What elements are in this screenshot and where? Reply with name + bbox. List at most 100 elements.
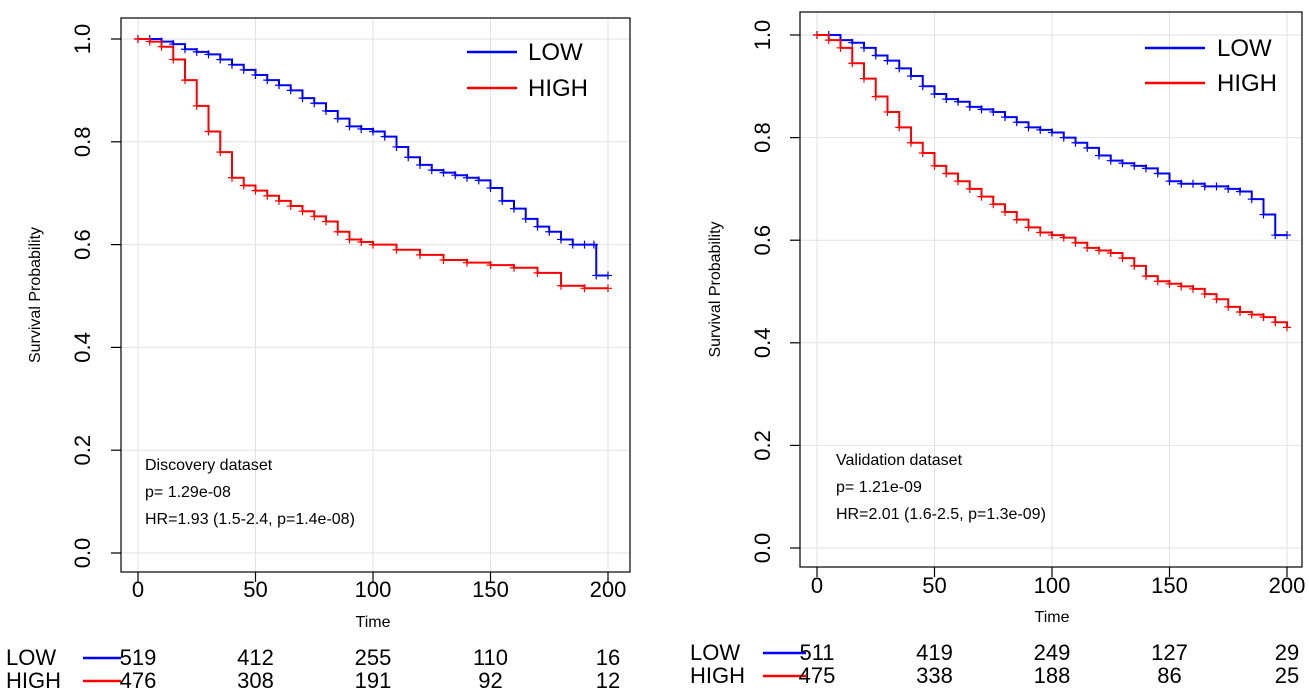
censor-mark (1189, 284, 1197, 293)
x-tick-label: 0 (811, 573, 823, 598)
risk-count: 511 (799, 640, 834, 665)
x-axis-label: Time (1035, 609, 1070, 626)
censor-mark (380, 132, 389, 141)
risk-count: 29 (1275, 640, 1299, 665)
censor-mark (1095, 151, 1103, 160)
censor-mark (251, 70, 260, 79)
censor-mark (333, 114, 342, 123)
censor-mark (192, 47, 201, 56)
censor-mark (322, 217, 330, 226)
censor-mark (965, 102, 974, 111)
legend-label-high: HIGH (528, 75, 588, 102)
censor-mark (510, 204, 518, 213)
censor-mark (1118, 254, 1127, 263)
censor-mark (1071, 238, 1080, 247)
risk-row-label-low: LOW (6, 645, 56, 670)
censor-mark (357, 238, 366, 247)
censor-mark (1177, 179, 1186, 188)
censor-mark (1259, 313, 1268, 322)
censor-mark (1024, 123, 1033, 132)
censor-mark (357, 124, 366, 133)
x-axis-label: Time (356, 614, 391, 631)
censor-mark (989, 200, 998, 209)
censor-mark (251, 186, 260, 195)
y-tick-label: 0.2 (70, 435, 95, 466)
censor-mark (557, 235, 565, 244)
censor-mark (286, 202, 295, 211)
censor-mark (1153, 169, 1162, 178)
risk-count: 127 (1151, 640, 1188, 665)
risk-count: 475 (799, 663, 836, 688)
y-tick-label: 0.4 (750, 328, 775, 359)
censor-mark (1024, 223, 1033, 232)
annotation-text: Discovery dataset (145, 457, 273, 474)
censor-mark (216, 55, 225, 64)
censor-mark (404, 153, 413, 162)
annotation-text: p= 1.21e-09 (836, 479, 922, 496)
y-tick-label: 1.0 (70, 24, 95, 55)
censor-mark (1059, 233, 1068, 242)
censor-mark (451, 171, 460, 180)
x-tick-label: 50 (922, 573, 946, 598)
censor-mark (580, 240, 589, 249)
censor-mark (848, 38, 857, 47)
censor-mark (977, 105, 986, 114)
x-tick-label: 100 (355, 577, 392, 602)
risk-count: 86 (1157, 663, 1181, 688)
censor-mark (1212, 182, 1221, 191)
censor-mark (204, 50, 213, 59)
plot-frame (799, 11, 1303, 568)
censor-mark (1236, 187, 1244, 196)
censor-mark (498, 196, 507, 205)
censor-mark (1048, 128, 1056, 137)
risk-count: 25 (1275, 663, 1299, 688)
censor-mark (860, 43, 868, 52)
x-tick-label: 150 (472, 577, 509, 602)
censor-mark (275, 81, 283, 90)
y-tick-label: 0.2 (750, 430, 775, 461)
censor-mark (824, 36, 833, 45)
censor-mark (557, 281, 565, 290)
censor-mark (169, 55, 178, 64)
censor-mark (181, 45, 189, 54)
censor-mark (871, 92, 880, 101)
censor-mark (1083, 143, 1092, 152)
censor-mark (1130, 261, 1139, 270)
censor-mark (463, 258, 471, 267)
censor-mark (977, 192, 986, 201)
censor-mark (427, 166, 436, 175)
risk-count: 249 (1034, 640, 1071, 665)
censor-mark (181, 76, 189, 85)
censor-mark (345, 122, 354, 131)
censor-mark (322, 106, 330, 115)
censor-mark (521, 214, 530, 223)
risk-count: 191 (355, 668, 392, 693)
censor-mark (604, 284, 612, 293)
censor-mark (1106, 249, 1115, 258)
censor-mark (1177, 282, 1186, 291)
censor-mark (813, 31, 821, 39)
censor-mark (369, 240, 377, 249)
censor-mark (545, 227, 554, 236)
censor-mark (1200, 290, 1209, 299)
censor-mark (1212, 295, 1221, 304)
x-tick-label: 0 (132, 577, 144, 602)
y-tick-label: 0.6 (70, 229, 95, 260)
censor-mark (416, 250, 424, 259)
censor-mark (836, 43, 845, 52)
censor-mark (263, 76, 272, 85)
censor-mark (1247, 195, 1256, 204)
censor-mark (954, 177, 962, 186)
x-tick-label: 200 (1269, 573, 1306, 598)
legend-label-low: LOW (1217, 35, 1272, 62)
censor-mark (463, 173, 471, 182)
censor-mark (1247, 310, 1256, 319)
y-tick-label: 0.4 (70, 332, 95, 363)
censor-mark (134, 35, 142, 43)
censor-mark (1106, 156, 1115, 165)
censor-mark (439, 256, 448, 265)
risk-count: 338 (916, 663, 953, 688)
censor-mark (1283, 231, 1291, 240)
censor-mark (1036, 228, 1045, 237)
annotation-text: Validation dataset (836, 452, 963, 469)
